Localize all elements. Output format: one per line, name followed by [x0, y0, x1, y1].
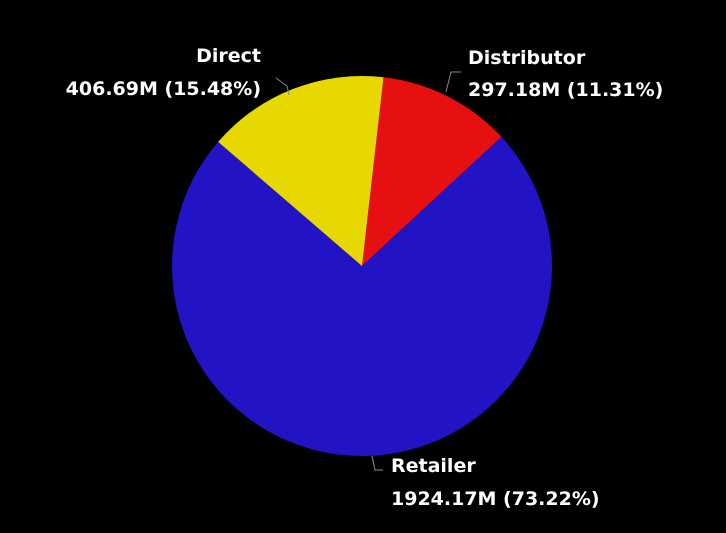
- leader-line-direct: [275, 77, 290, 96]
- slice-label-distributor-name: Distributor: [468, 47, 586, 69]
- leader-line-distributor: [445, 71, 461, 93]
- leader-line-retailer: [371, 455, 383, 471]
- slice-label-direct-name: Direct: [196, 45, 261, 67]
- leader-lines: [275, 71, 461, 471]
- slice-label-retailer-value: 1924.17M (73.22%): [391, 488, 600, 510]
- slice-label-direct-value: 406.69M (15.48%): [66, 78, 261, 100]
- slice-labels: Direct 406.69M (15.48%) Distributor 297.…: [66, 45, 664, 510]
- pie-slices: [172, 75, 553, 457]
- pie-slice-direct[interactable]: [218, 75, 384, 266]
- pie-slice-retailer[interactable]: [172, 136, 553, 457]
- slice-label-retailer-name: Retailer: [391, 455, 476, 477]
- slice-label-distributor-value: 297.18M (11.31%): [468, 79, 663, 101]
- pie-slice-distributor[interactable]: [362, 77, 502, 266]
